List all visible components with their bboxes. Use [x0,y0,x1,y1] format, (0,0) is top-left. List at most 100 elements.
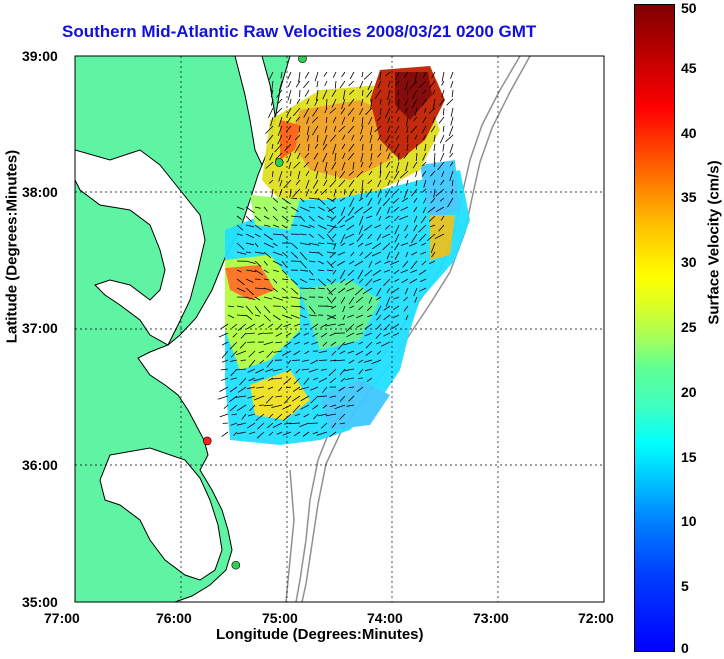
velocity-arrow [413,206,418,213]
velocity-arrow [299,89,301,98]
velocity-arrow [401,278,409,284]
velocity-arrow [348,188,355,197]
velocity-arrow [346,287,355,292]
velocity-arrow [272,242,278,247]
velocity-arrow [357,377,364,379]
velocity-arrow [358,359,364,364]
velocity-arrow [237,386,247,393]
velocity-arrow [245,242,254,246]
velocity-arrow [236,305,244,308]
grid-lines [75,56,604,602]
velocity-arrow [289,188,292,198]
velocity-arrow [344,368,355,372]
velocity-arrow [321,422,328,429]
velocity-arrow [414,71,418,83]
velocity-arrow [300,404,310,410]
velocity-arrow [292,404,301,413]
velocity-arrow [308,224,315,228]
velocity-arrow [265,161,274,169]
velocity-arrow [450,71,454,79]
velocity-arrow [230,377,238,380]
velocity-arrow [337,323,346,326]
velocity-arrow [337,251,346,256]
velocity-arrow [415,152,418,161]
velocity-arrow [245,305,254,315]
velocity-arrow [430,242,436,254]
velocity-arrow [348,386,355,388]
velocity-arrow [345,377,355,380]
velocity-arrow [245,251,252,253]
velocity-arrow [240,359,247,361]
velocity-arrow [348,98,355,107]
velocity-arrow [367,179,373,185]
velocity-arrow [272,251,283,256]
velocity-arrow [341,71,346,78]
velocity-arrow [376,116,382,122]
velocity-arrow [236,233,243,236]
velocity-arrow [432,89,436,95]
velocity-arrow [413,287,418,297]
velocity-arrow [327,314,337,320]
velocity-arrow [306,116,310,125]
velocity-arrow [362,287,373,295]
velocity-arrow [290,215,301,218]
velocity-arrow [438,224,445,232]
velocity-arrow [256,431,265,439]
velocity-arrow [367,197,373,206]
velocity-arrow [358,341,364,345]
station-marker [202,436,212,446]
velocity-arrow [424,107,427,114]
velocity-arrow [315,170,319,179]
velocity-arrow [263,251,272,259]
velocity-arrow [329,134,337,142]
velocity-arrow [281,287,287,292]
velocity-arrow [341,143,346,150]
velocity-arrow [321,368,328,371]
velocity-arrow [257,332,265,335]
velocity-arrow [281,296,289,299]
velocity-arrow [245,215,252,222]
velocity-arrow [329,107,337,114]
velocity-arrow [326,251,336,254]
velocity-arrow [287,71,292,80]
velocity-arrow [363,206,373,214]
velocity-arrow [379,71,382,80]
velocity-arrow [288,134,292,141]
velocity-arrow [413,224,418,232]
colorbar-label: Surface Velocity (cm/s) [705,160,723,325]
velocity-arrow [413,197,418,203]
velocity-arrow [418,224,427,233]
velocity-arrow [308,368,319,373]
velocity-arrow [404,107,409,114]
velocity-arrow [271,80,274,92]
y-tick-label: 38:00 [22,184,58,200]
velocity-arrow [409,278,418,284]
velocity-arrow [308,143,310,151]
velocity-arrow [283,395,292,404]
velocity-arrow [356,386,364,393]
velocity-arrow [380,341,391,347]
velocity-arrow [339,269,346,280]
x-axis-label: Longitude (Degrees:Minutes) [216,626,424,643]
velocity-arrow [310,386,319,391]
velocity-arrow [285,125,292,132]
velocity-arrow [274,413,283,421]
velocity-arrow [340,377,346,382]
velocity-arrow [400,206,409,212]
velocity-arrow [348,359,355,364]
colorbar-tick-label: 45 [681,59,697,76]
velocity-arrow [340,233,346,244]
velocity-arrow [221,359,229,363]
velocity-arrow [241,413,247,420]
velocity-arrow [357,242,364,248]
velocity-arrow [240,332,247,339]
velocity-arrow [290,296,302,299]
velocity-arrow [449,143,454,154]
velocity-arrow [328,224,337,234]
velocity-arrow [376,287,382,296]
velocity-arrow [363,71,373,80]
velocity-vectors [217,71,454,439]
velocity-arrow [392,314,400,319]
velocity-arrow [421,125,427,134]
velocity-arrow [386,287,391,294]
